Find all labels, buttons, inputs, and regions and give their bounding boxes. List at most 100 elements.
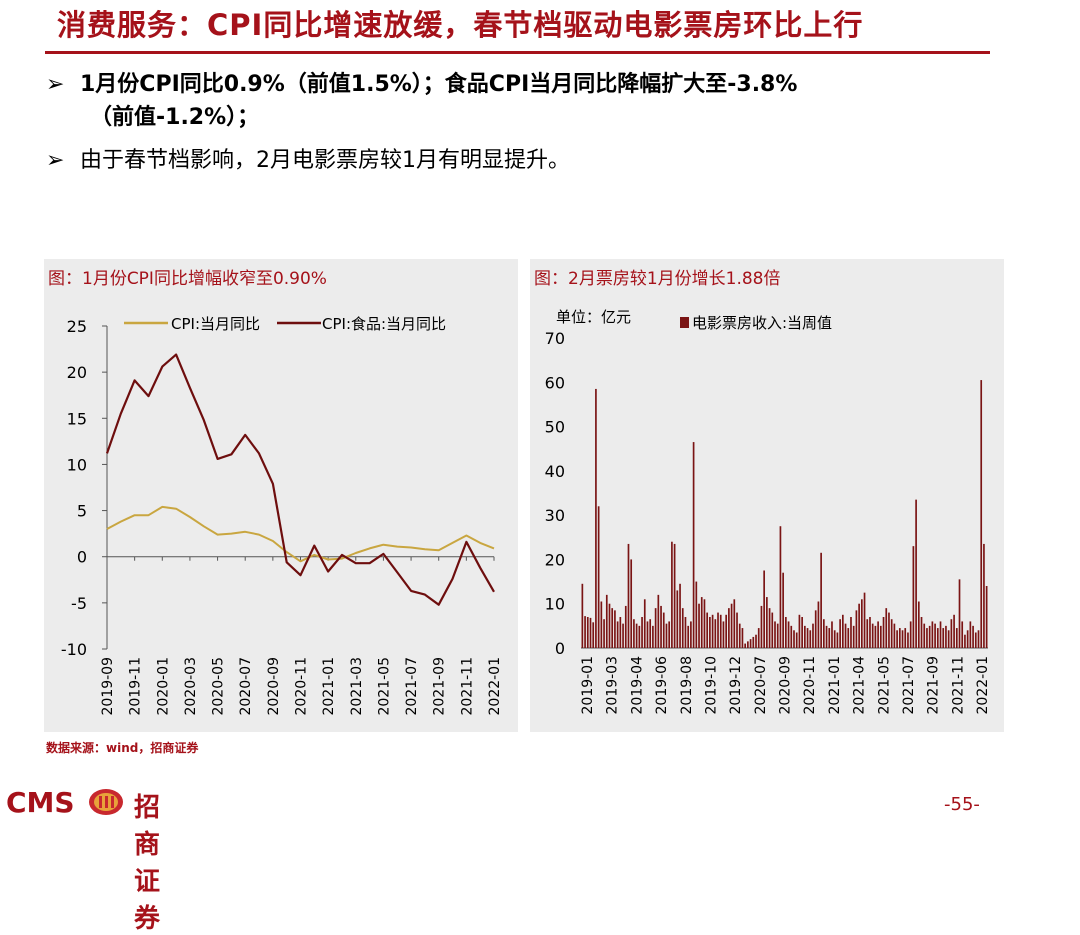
box-office-bar xyxy=(866,619,869,648)
bullet-cpi: ➢ 1月份CPI同比0.9%（前值1.5%）；食品CPI当月同比降幅扩大至-3.8… xyxy=(46,66,797,98)
box-office-bar xyxy=(581,583,584,648)
box-office-bar xyxy=(681,608,684,648)
box-office-bar xyxy=(774,621,776,648)
box-office-bar xyxy=(855,610,858,648)
box-office-bar xyxy=(760,605,763,648)
box-office-bar xyxy=(847,628,850,648)
box-office-bar xyxy=(823,619,825,648)
legend-label: CPI:当月同比 xyxy=(171,315,260,333)
box-office-bar xyxy=(912,546,915,648)
bullet-arrow-icon: ➢ xyxy=(46,72,65,97)
box-office-bar xyxy=(898,628,901,648)
box-office-bar xyxy=(836,632,839,648)
page-number: -55- xyxy=(944,794,980,815)
title-rule xyxy=(45,51,990,54)
box-office-bar xyxy=(736,612,738,648)
logo-cms-text: CMS xyxy=(6,786,75,819)
box-office-bar xyxy=(817,601,820,648)
box-office-bar xyxy=(934,623,936,648)
y-tick-label: 30 xyxy=(545,506,565,525)
logo-badge-icon xyxy=(89,789,123,815)
cpi-line-chart: 25 20 15 10 5 0 -5 -10 2019-09 2019-11 2020-01 2020… xyxy=(61,315,503,716)
box-office-bar xyxy=(635,623,638,648)
x-tick-label: 2020-03 xyxy=(183,657,199,716)
box-office-bar xyxy=(915,499,917,648)
box-office-bar xyxy=(860,599,863,648)
box-office-bar xyxy=(611,608,614,648)
box-office-bar xyxy=(605,594,608,648)
x-tick-label: 2021-05 xyxy=(376,657,392,716)
box-office-bar xyxy=(931,621,934,648)
y-tick-label: 70 xyxy=(545,329,565,348)
box-office-bar xyxy=(597,506,600,648)
box-office-bar xyxy=(814,610,817,648)
box-office-bar xyxy=(828,628,831,648)
x-tick-label: 2021-07 xyxy=(404,657,420,716)
x-tick-label: 2021-03 xyxy=(349,657,365,716)
unit-label: 单位：亿元 xyxy=(556,308,631,326)
box-office-bar xyxy=(961,621,964,648)
box-office-bar xyxy=(877,621,879,648)
box-office-bar xyxy=(665,623,668,648)
box-office-bar xyxy=(722,621,725,648)
box-office-bar xyxy=(839,619,841,648)
box-office-bar xyxy=(820,552,822,648)
data-source: 数据来源：wind，招商证券 xyxy=(46,741,199,755)
box-office-bar xyxy=(983,543,985,648)
box-office-bar xyxy=(955,628,958,648)
box-office-bar xyxy=(833,630,836,648)
box-office-bar xyxy=(687,625,690,648)
box-office-bar xyxy=(700,597,703,648)
box-office-bar xyxy=(782,572,784,648)
box-office-bar xyxy=(850,617,852,648)
box-office-bar xyxy=(787,621,790,648)
box-office-bar xyxy=(801,617,803,648)
cpi-chart-panel: 图：1月份CPI同比增幅收窄至0.90% 25 20 15 10 5 0 -5 -10 2019… xyxy=(44,259,518,732)
box-office-bar xyxy=(733,599,736,648)
x-tick-label: 2020-05 xyxy=(211,657,227,716)
x-tick-label: 2019-01 xyxy=(580,656,596,715)
box-office-bar xyxy=(744,643,746,648)
box-office-bar xyxy=(901,630,904,648)
box-office-bar xyxy=(909,621,912,648)
box-office-bar xyxy=(863,592,866,648)
box-office-bar xyxy=(614,610,616,648)
box-office-bar xyxy=(641,617,643,648)
box-office-bar xyxy=(719,614,722,648)
box-office-bar xyxy=(676,590,679,648)
x-tick-label: 2019-11 xyxy=(128,657,144,716)
y-tick-label: 40 xyxy=(545,462,565,481)
box-office-bar xyxy=(831,621,833,648)
box-office-bar xyxy=(852,625,855,648)
x-tick-label: 2021-09 xyxy=(432,657,448,716)
box-office-bar xyxy=(964,634,966,648)
box-office-bar xyxy=(668,621,671,648)
x-tick-label: 2020-07 xyxy=(753,656,769,715)
box-office-bar xyxy=(926,628,928,648)
box-office-bar xyxy=(752,636,755,648)
box-office-bar xyxy=(603,619,605,648)
y-tick-label: 20 xyxy=(545,550,565,569)
x-tick-label: 2020-11 xyxy=(294,657,310,716)
box-office-bar xyxy=(624,605,627,648)
x-tick-label: 2019-03 xyxy=(605,656,621,715)
box-office-bar xyxy=(779,526,782,648)
box-office-bar xyxy=(654,608,657,648)
y-tick-label: 5 xyxy=(77,502,87,521)
boxoffice-bar-chart: 单位：亿元 70 60 50 40 30 20 10 0 2019-01 2019-03 2019-0… xyxy=(545,308,991,715)
box-office-bar xyxy=(622,623,624,648)
box-office-bar xyxy=(589,617,592,648)
box-office-bar xyxy=(882,617,885,648)
box-office-bar xyxy=(646,621,649,648)
x-tick-label: 2020-01 xyxy=(155,657,171,716)
x-tick-label: 2022-01 xyxy=(487,657,503,716)
x-tick-label: 2021-11 xyxy=(950,656,966,715)
x-tick-label: 2021-04 xyxy=(852,656,868,715)
legend-label: CPI:食品:当月同比 xyxy=(322,315,446,333)
legend-swatch xyxy=(680,317,689,328)
box-office-bar xyxy=(790,625,793,648)
box-office-bar xyxy=(923,623,926,648)
box-office-bar xyxy=(698,603,700,648)
box-office-bar xyxy=(717,612,719,648)
box-office-bar xyxy=(966,630,969,648)
